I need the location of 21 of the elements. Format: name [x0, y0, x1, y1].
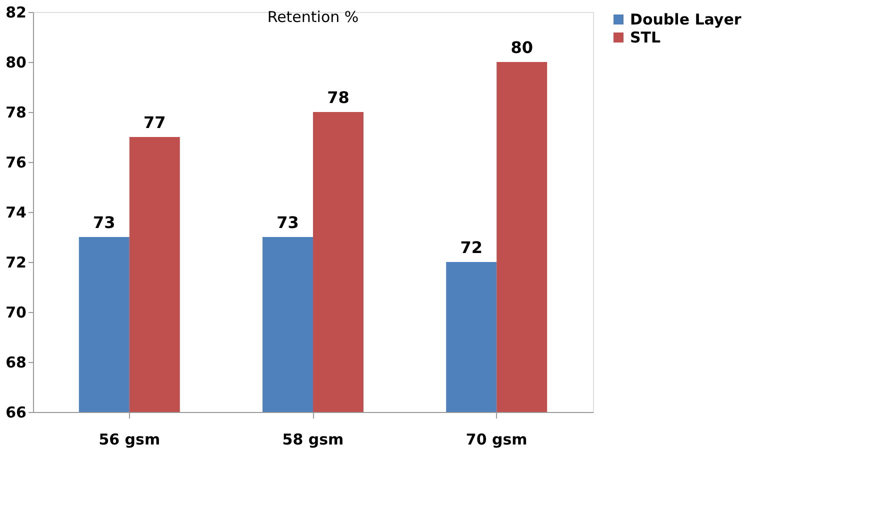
data-label: 80: [510, 38, 533, 57]
y-tick-label: 74: [6, 204, 26, 222]
y-tick-label: 76: [6, 154, 26, 172]
x-tick-label: 58 gsm: [282, 430, 344, 448]
data-label: 73: [93, 213, 116, 232]
legend-label: STL: [630, 28, 662, 46]
data-label: 73: [276, 213, 299, 232]
y-tick-label: 78: [6, 104, 26, 122]
y-tick-label: 66: [6, 404, 26, 422]
legend-label: Double Layer: [630, 10, 742, 28]
y-tick-label: 68: [6, 354, 26, 372]
y-tick-label: 70: [6, 304, 26, 322]
y-tick-label: 80: [6, 54, 26, 72]
data-label: 77: [144, 113, 166, 132]
data-label: 78: [327, 88, 350, 107]
data-label: 72: [460, 238, 482, 257]
chart-title: Retention %: [267, 8, 359, 26]
y-tick-label: 72: [6, 254, 26, 272]
x-tick-label: 70 gsm: [466, 430, 528, 448]
y-tick-label: 82: [6, 4, 26, 22]
x-tick-label: 56 gsm: [98, 430, 160, 448]
